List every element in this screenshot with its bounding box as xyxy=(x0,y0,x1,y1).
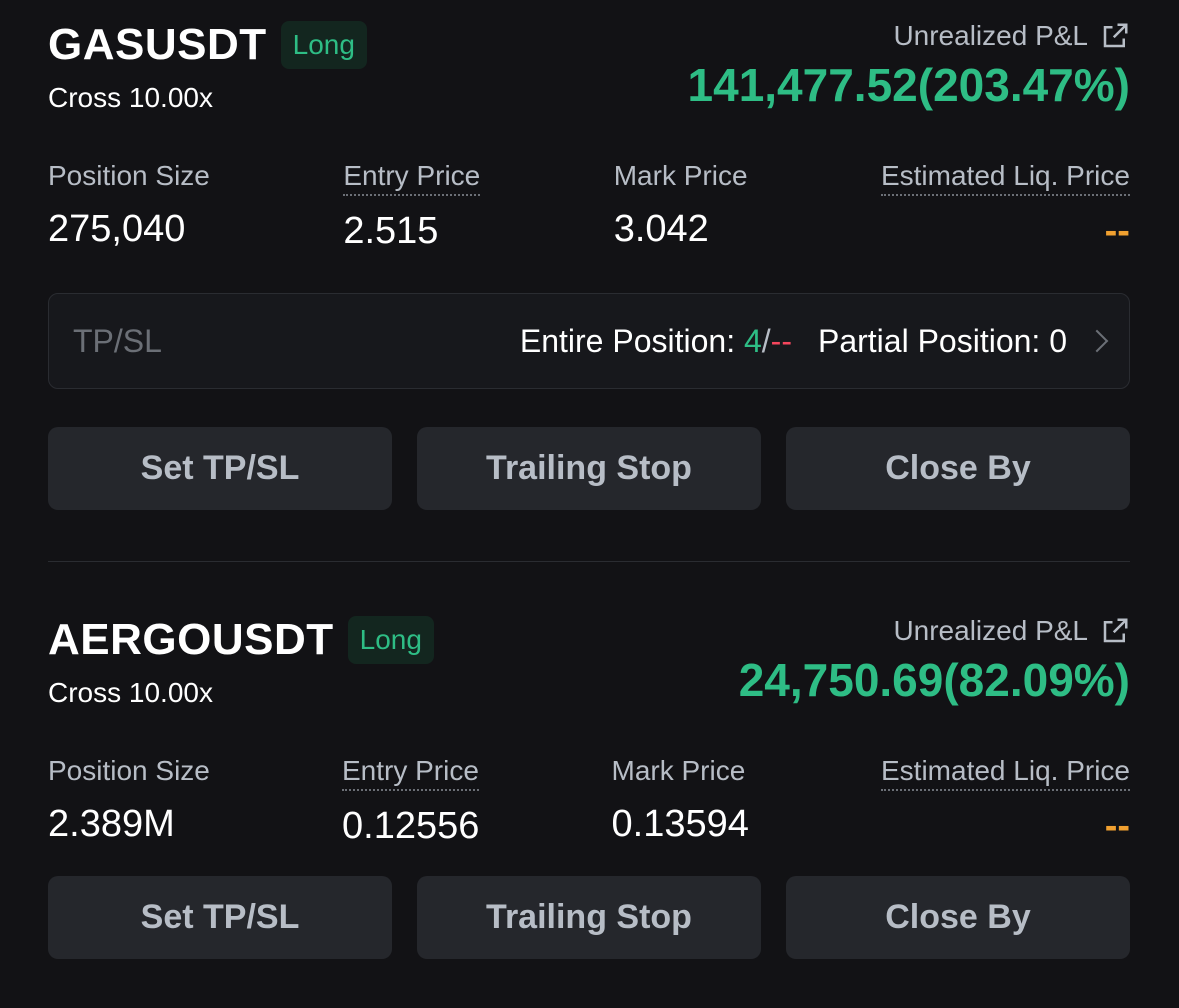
close-by-button[interactable]: Close By xyxy=(786,427,1130,510)
pnl-label: Unrealized P&L xyxy=(893,615,1088,646)
external-link-icon[interactable] xyxy=(1100,616,1130,646)
chevron-right-icon xyxy=(1085,329,1109,353)
pnl-label: Unrealized P&L xyxy=(893,20,1088,51)
position-size: Position Size 2.389M xyxy=(48,755,210,845)
divider xyxy=(48,561,1130,562)
position-card-gasusdt: GASUSDT Long Cross 10.00x Unrealized P&L … xyxy=(48,20,1130,510)
liq-price[interactable]: Estimated Liq. Price -- xyxy=(880,160,1130,252)
mark-price: Mark Price 3.042 xyxy=(613,160,748,250)
symbol[interactable]: AERGOUSDT xyxy=(48,615,334,664)
side-badge: Long xyxy=(347,616,434,664)
side-badge: Long xyxy=(280,21,367,69)
entry-price[interactable]: Entry Price 2.515 xyxy=(343,160,481,252)
unrealized-pnl: 141,477.52(203.47%) xyxy=(687,59,1130,111)
liq-price[interactable]: Estimated Liq. Price -- xyxy=(881,755,1130,847)
position-card-aergousdt: AERGOUSDT Long Cross 10.00x Unrealized P&… xyxy=(48,615,1130,959)
set-tpsl-button[interactable]: Set TP/SL xyxy=(48,427,392,510)
symbol[interactable]: GASUSDT xyxy=(48,20,267,69)
entry-price[interactable]: Entry Price 0.12556 xyxy=(342,755,480,847)
external-link-icon[interactable] xyxy=(1100,21,1130,51)
position-size: Position Size 275,040 xyxy=(48,160,210,250)
trailing-stop-button[interactable]: Trailing Stop xyxy=(417,876,761,959)
trailing-stop-button[interactable]: Trailing Stop xyxy=(417,427,761,510)
unrealized-pnl: 24,750.69(82.09%) xyxy=(738,654,1130,706)
margin-mode[interactable]: Cross 10.00x xyxy=(48,82,213,113)
close-by-button[interactable]: Close By xyxy=(786,876,1130,959)
set-tpsl-button[interactable]: Set TP/SL xyxy=(48,876,392,959)
tpsl-row[interactable]: TP/SL Entire Position: 4/-- Partial Posi… xyxy=(48,293,1130,389)
mark-price: Mark Price 0.13594 xyxy=(611,755,749,845)
margin-mode[interactable]: Cross 10.00x xyxy=(48,677,213,708)
